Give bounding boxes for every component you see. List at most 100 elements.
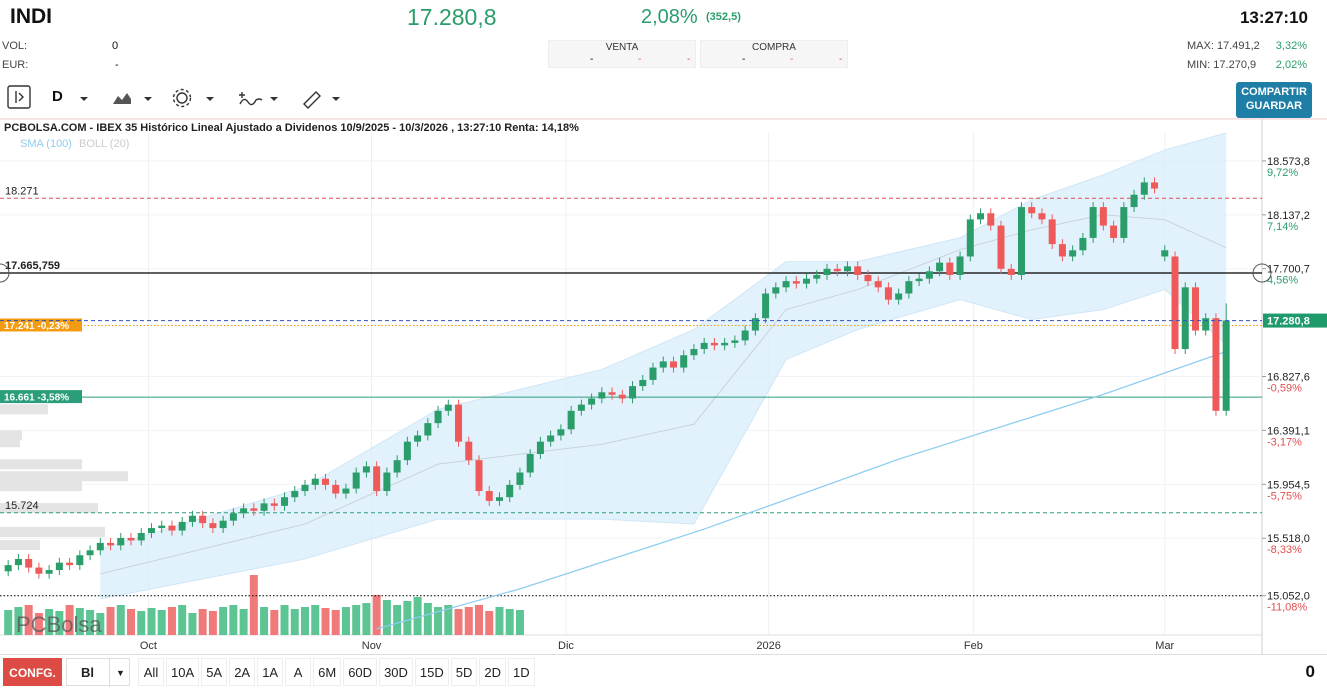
volume-bar bbox=[413, 597, 422, 635]
candle-body bbox=[485, 491, 493, 501]
candle-body bbox=[1161, 250, 1169, 257]
range-button[interactable]: 30D bbox=[379, 658, 413, 686]
range-button[interactable]: 6M bbox=[313, 658, 342, 686]
candle-body bbox=[434, 410, 442, 424]
dropdown-arrows[interactable] bbox=[80, 97, 340, 101]
candle-body bbox=[721, 342, 729, 346]
candle-body bbox=[403, 441, 411, 461]
candle-body bbox=[1120, 207, 1128, 238]
y-tick-label: 16.391,1 bbox=[1267, 425, 1310, 437]
volume-bar bbox=[403, 601, 412, 635]
range-button[interactable]: 2D bbox=[479, 658, 507, 686]
chart-type-icon[interactable] bbox=[113, 93, 131, 104]
candle-body bbox=[690, 349, 698, 356]
max: MAX: 17.491,2 bbox=[1187, 40, 1260, 52]
label: VENTA bbox=[605, 42, 639, 53]
symbol: INDI bbox=[10, 5, 52, 28]
volume-profile-bar bbox=[0, 459, 82, 470]
y-tick-label: 15.518,0 bbox=[1267, 533, 1310, 545]
volume-bar bbox=[505, 609, 514, 635]
candle-body bbox=[188, 515, 196, 522]
settings-icon[interactable] bbox=[176, 92, 188, 104]
level-tag bbox=[0, 390, 82, 404]
candle-body bbox=[762, 293, 770, 319]
volume-bar bbox=[188, 613, 197, 635]
volume-bar bbox=[362, 603, 371, 635]
volume-bar bbox=[229, 605, 238, 635]
range-button[interactable]: A bbox=[285, 658, 312, 686]
candle-body bbox=[25, 558, 33, 568]
volume-bar bbox=[86, 610, 95, 635]
panel-toggle[interactable] bbox=[7, 85, 31, 109]
y-tick-pct: -11,08% bbox=[1267, 602, 1307, 614]
range-button[interactable]: 5D bbox=[450, 658, 478, 686]
candle-body bbox=[895, 293, 903, 300]
x-tick-label: Nov bbox=[362, 640, 382, 652]
period[interactable]: D bbox=[52, 88, 63, 105]
candle-body bbox=[700, 342, 708, 350]
candle-body bbox=[270, 503, 278, 506]
volume-bar bbox=[219, 607, 228, 635]
y-tick-label: 16.827,6 bbox=[1267, 372, 1310, 384]
y-tick-label: 17.700,7 bbox=[1267, 264, 1310, 276]
volume-profile-bar bbox=[0, 430, 22, 441]
value: - bbox=[687, 54, 691, 65]
range-button[interactable]: 60D bbox=[343, 658, 378, 686]
range-button[interactable]: 1D bbox=[508, 658, 535, 686]
candle-body bbox=[393, 460, 401, 473]
range-button[interactable]: 15D bbox=[414, 658, 449, 686]
level-label: 15.724 bbox=[5, 500, 39, 512]
label: COMPRA bbox=[752, 42, 796, 53]
candle-body bbox=[751, 318, 759, 331]
candle-body bbox=[66, 562, 74, 566]
time: 13:27:10 bbox=[1239, 8, 1308, 27]
candle-body bbox=[352, 472, 360, 489]
candle-body bbox=[168, 525, 176, 531]
candle-body bbox=[833, 268, 841, 272]
candle-body bbox=[997, 225, 1005, 269]
mode-select[interactable]: Bl ▼ bbox=[66, 658, 130, 687]
volume-bar bbox=[249, 575, 258, 635]
range-button[interactable]: 5A bbox=[201, 658, 228, 686]
candle-body bbox=[117, 537, 125, 546]
candle-body bbox=[577, 404, 585, 411]
candle-body bbox=[332, 484, 340, 494]
indicators-icon[interactable] bbox=[239, 92, 263, 106]
level-label: 17.241 -0,23% bbox=[4, 321, 69, 332]
volume-bar bbox=[434, 607, 443, 635]
candle-body bbox=[1028, 207, 1036, 214]
dropdown-arrow: ▼ bbox=[109, 659, 125, 687]
volume-bar bbox=[147, 608, 156, 635]
volume-bar bbox=[321, 608, 330, 635]
candle-body bbox=[608, 392, 616, 395]
candle-body bbox=[843, 266, 851, 272]
candle-body bbox=[557, 429, 565, 436]
volume-bar bbox=[464, 607, 473, 635]
volume-bar bbox=[393, 605, 402, 635]
volume-bar bbox=[382, 600, 391, 635]
candle-body bbox=[915, 278, 923, 282]
share-button[interactable]: COMPARTIR GUARDAR bbox=[1236, 82, 1312, 118]
volume-profile-bar bbox=[0, 437, 20, 448]
volume-bar bbox=[352, 605, 361, 635]
candle-body bbox=[1110, 225, 1118, 238]
range-button[interactable]: 10A bbox=[166, 658, 200, 686]
volume-bar bbox=[96, 613, 105, 635]
volume-bar bbox=[45, 609, 54, 635]
candle-body bbox=[362, 466, 370, 473]
value: - bbox=[839, 54, 843, 65]
volume-bar bbox=[270, 610, 279, 635]
candle-body bbox=[250, 508, 258, 511]
x-tick-label: Mar bbox=[1155, 640, 1174, 652]
range-button[interactable]: 2A bbox=[229, 658, 256, 686]
range-button[interactable]: 1A bbox=[257, 658, 284, 686]
draw-icon[interactable] bbox=[303, 91, 321, 109]
candle-body bbox=[291, 491, 299, 498]
candle-body bbox=[639, 379, 647, 387]
y-tick-label: 18.573,8 bbox=[1267, 156, 1310, 168]
config-button[interactable]: CONFG. bbox=[3, 658, 62, 686]
range-button[interactable]: All bbox=[138, 658, 164, 686]
volume-bar bbox=[14, 607, 23, 635]
candle-body bbox=[936, 262, 944, 272]
